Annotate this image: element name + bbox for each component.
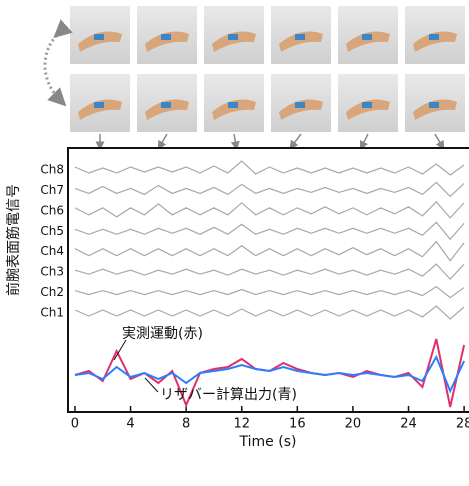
channel-label: Ch8	[40, 163, 64, 177]
photo-arrow	[157, 133, 168, 150]
emg-trace	[74, 221, 465, 241]
y-axis-label: 前腕表面筋電信号	[5, 184, 22, 296]
sensor	[228, 34, 238, 40]
sensor	[362, 102, 372, 108]
channel-label: Ch2	[40, 285, 64, 299]
photo-arrow	[230, 133, 240, 151]
sensor	[228, 102, 238, 108]
cycle-arrow	[43, 19, 73, 107]
hand	[145, 31, 189, 52]
output-line	[74, 354, 466, 394]
channel-label: Ch5	[40, 224, 64, 238]
emg-trace	[74, 285, 465, 299]
emg-trace	[74, 160, 465, 176]
channel-label: Ch3	[40, 265, 64, 279]
sensor	[295, 34, 305, 40]
sensor	[161, 34, 171, 40]
x-tick-label: 24	[400, 417, 417, 432]
hand	[279, 31, 323, 52]
hand	[413, 31, 457, 52]
x-tick-label: 4	[126, 417, 134, 432]
channel-label: Ch7	[40, 183, 64, 197]
x-tick-label: 16	[289, 417, 306, 432]
emg-trace	[74, 181, 465, 198]
sensor	[362, 34, 372, 40]
hand	[145, 99, 189, 120]
channel-label: Ch1	[40, 306, 64, 320]
hand	[413, 99, 457, 120]
hand	[346, 99, 390, 120]
sensor	[161, 102, 171, 108]
hand	[212, 99, 256, 120]
annotation: 実測運動(赤)	[122, 326, 203, 342]
sensor	[94, 34, 104, 40]
emg-trace	[74, 240, 465, 262]
hand	[78, 99, 122, 120]
x-tick-label: 28	[456, 417, 469, 432]
photo-grid	[43, 6, 465, 151]
photo-arrow	[359, 133, 369, 151]
sensor	[429, 34, 439, 40]
x-tick-label: 0	[71, 417, 79, 432]
photo-arrow	[434, 133, 445, 150]
hand	[279, 99, 323, 120]
channel-label: Ch4	[40, 244, 64, 258]
sensor	[295, 102, 305, 108]
x-axis-label: Time (s)	[239, 434, 297, 450]
hand	[78, 31, 122, 52]
emg-trace	[74, 305, 465, 320]
hand	[346, 31, 390, 52]
plot-frame	[67, 147, 469, 413]
x-tick-label: 8	[182, 417, 190, 432]
sensor	[94, 102, 104, 108]
emg-trace	[74, 200, 465, 219]
annotation-line	[144, 377, 159, 393]
channel-label: Ch6	[40, 203, 64, 217]
annotation-line	[113, 339, 127, 361]
annotation: リザバー計算出力(青)	[160, 387, 297, 403]
x-tick-label: 12	[233, 417, 250, 432]
hand	[212, 31, 256, 52]
x-tick-label: 20	[345, 417, 362, 432]
emg-trace	[74, 263, 465, 281]
photo-arrow	[289, 133, 302, 150]
sensor	[429, 102, 439, 108]
